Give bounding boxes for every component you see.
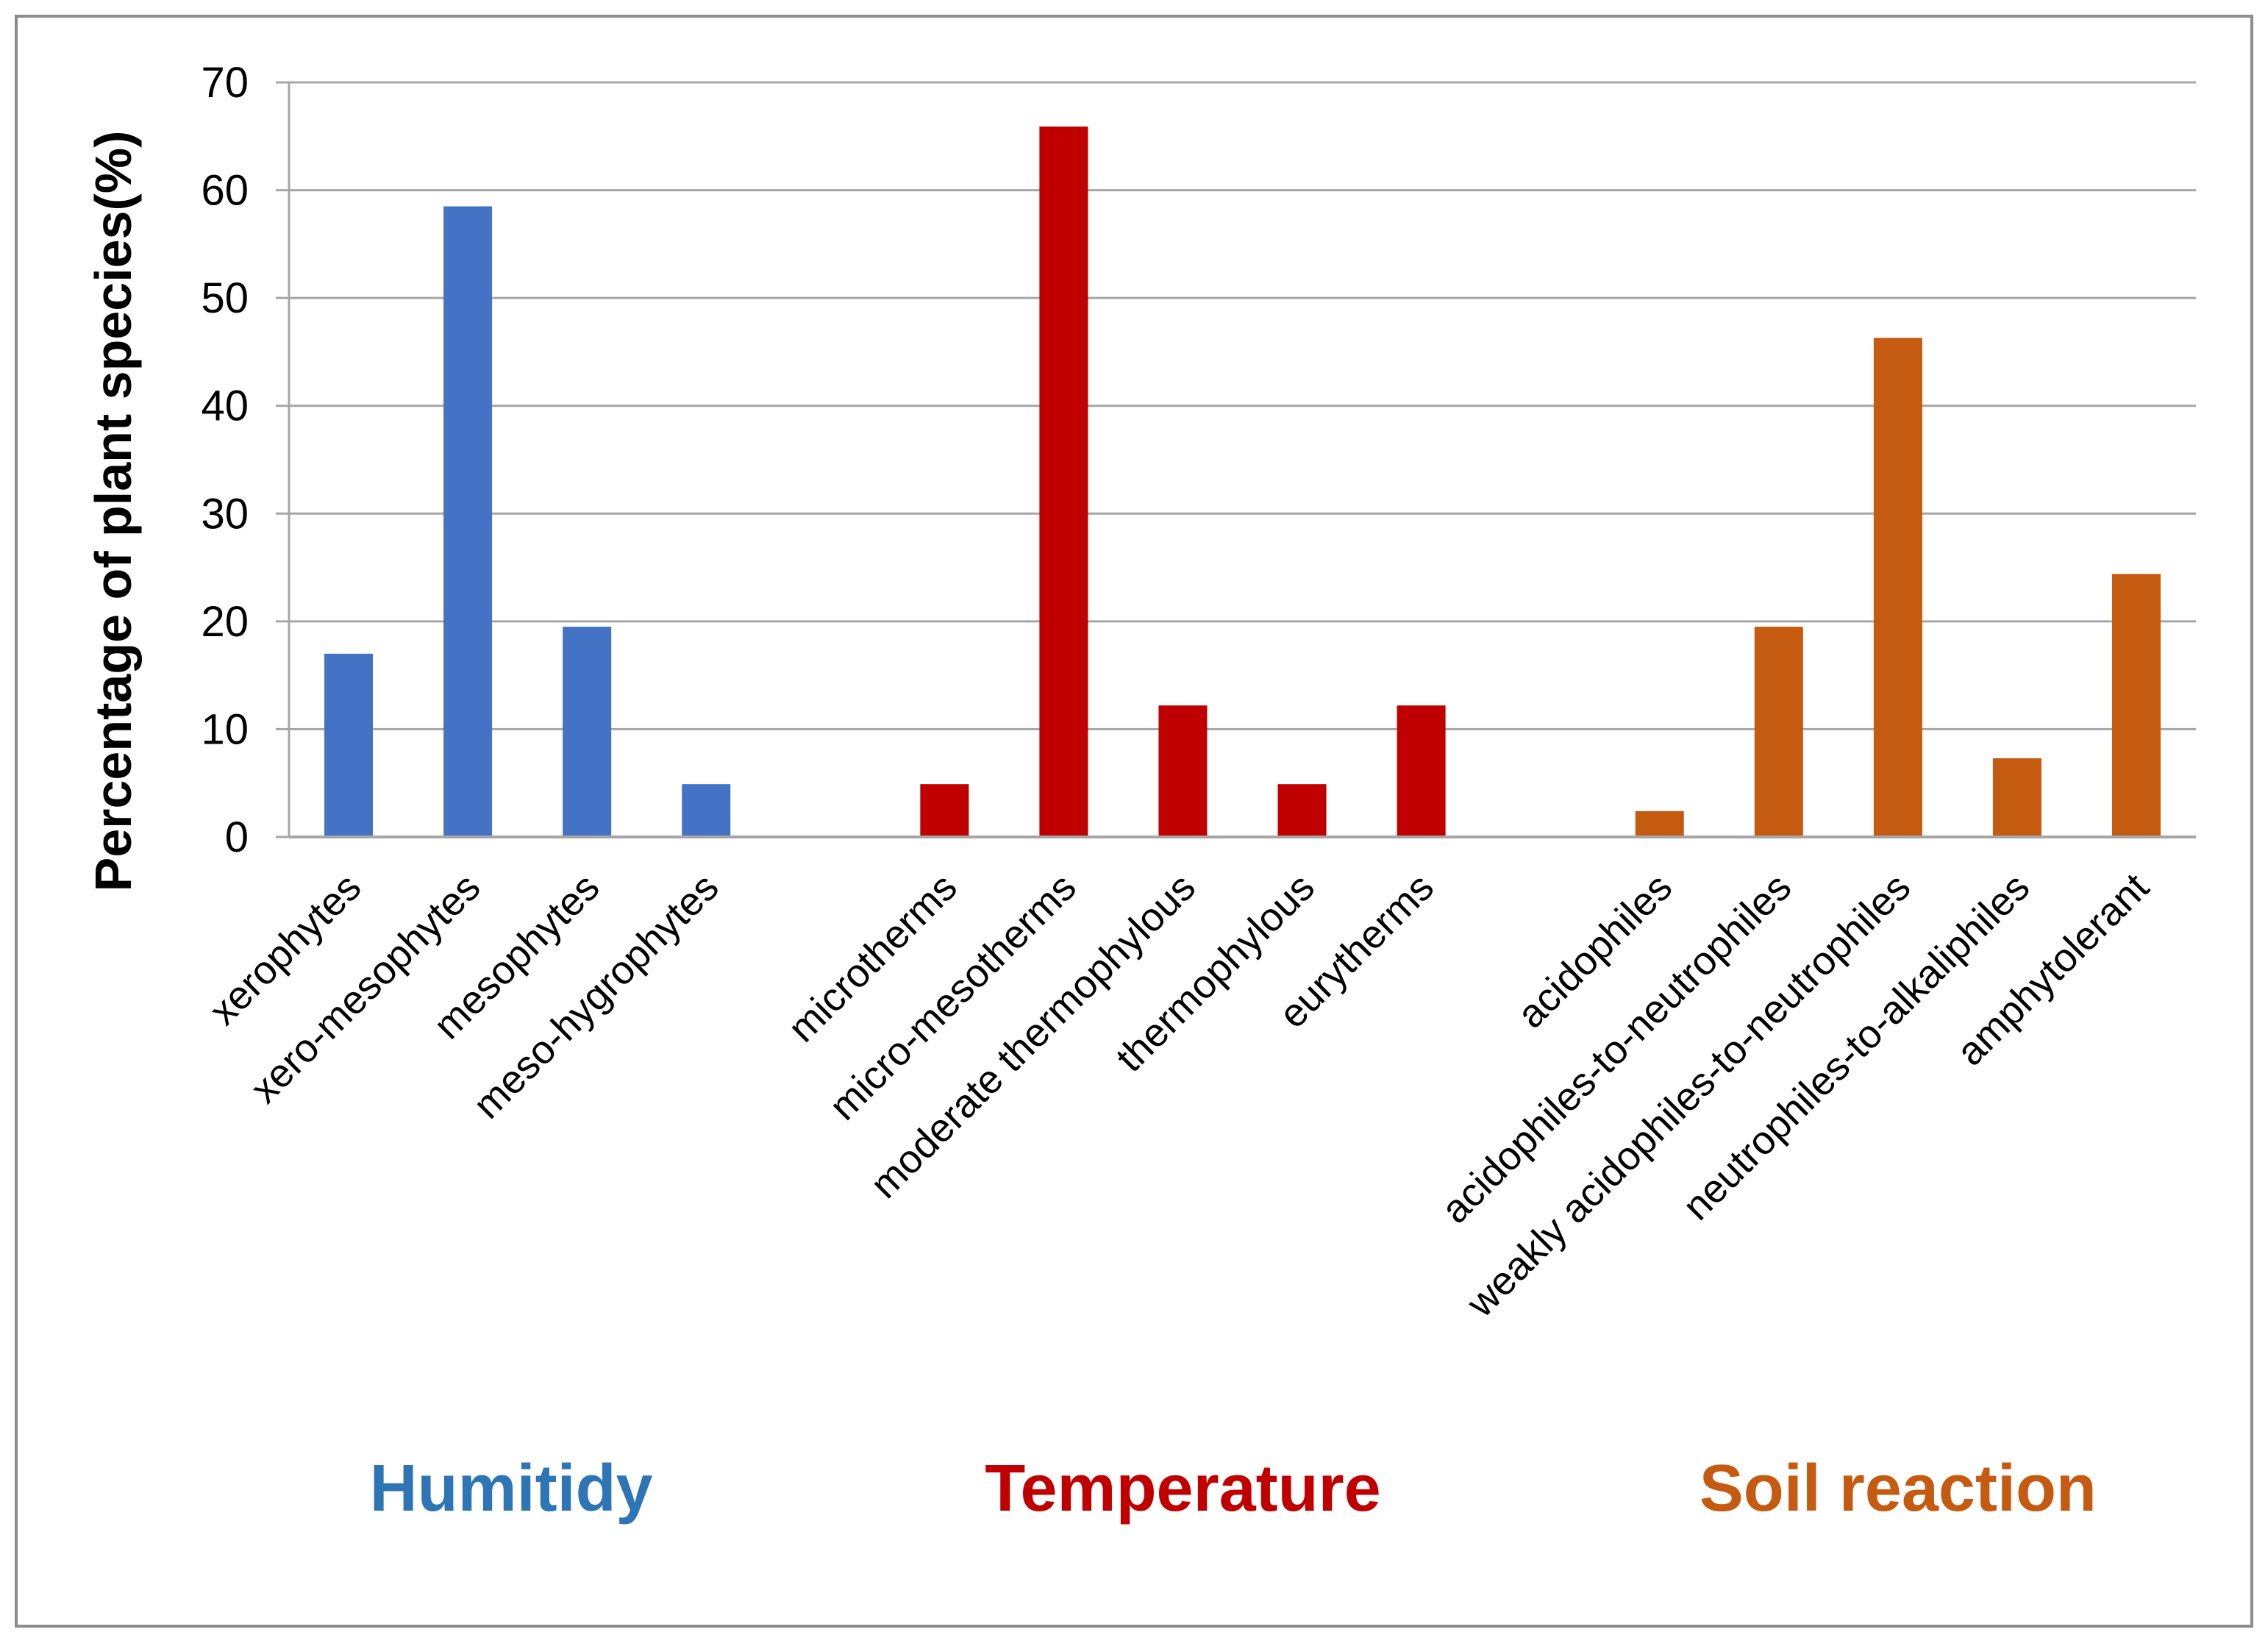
bar-acidophiles — [1635, 810, 1684, 837]
bar-amphytolerant — [2111, 574, 2161, 837]
y-tick-label-20: 20 — [201, 598, 249, 646]
bars — [324, 127, 2161, 838]
group-label-soil-reaction: Soil reaction — [1700, 1452, 2097, 1525]
y-tick-label-0: 0 — [225, 813, 249, 861]
y-tick-label-50: 50 — [201, 274, 249, 322]
y-tick-label-70: 70 — [201, 59, 249, 107]
group-labels: Humitidy Temperature Soil reaction — [370, 1452, 2097, 1525]
bar-eurytherms — [1397, 705, 1446, 837]
y-tick-label-40: 40 — [201, 382, 249, 430]
axes — [276, 81, 2196, 838]
y-axis-label: Percentage of plant species(%) — [85, 131, 142, 892]
bar-moderate-thermophylous — [1158, 705, 1208, 837]
group-label-humitidy: Humitidy — [370, 1452, 653, 1525]
bar-xero-mesophytes — [443, 206, 493, 837]
bar-weakly-acidophiles-to-neutrophiles — [1873, 338, 1922, 838]
y-tick-label-60: 60 — [201, 167, 249, 215]
bar-thermophylous — [1277, 784, 1327, 837]
bar-micro-mesotherms — [1039, 127, 1088, 837]
bar-meso-hygrophytes — [682, 784, 731, 837]
y-tick-labels: 0 10 20 30 40 50 60 70 — [201, 59, 249, 861]
y-tick-label-10: 10 — [201, 705, 249, 753]
bar-acidophiles-to-neutrophiles — [1754, 627, 1803, 837]
y-tick-label-30: 30 — [201, 490, 249, 538]
bar-xerophytes — [324, 653, 374, 837]
bar-mesophytes — [563, 627, 612, 837]
bar-neutrophiles-to-alkaliphiles — [1992, 758, 2041, 837]
bar-microtherms — [920, 784, 969, 837]
group-label-temperature: Temperature — [985, 1452, 1381, 1525]
